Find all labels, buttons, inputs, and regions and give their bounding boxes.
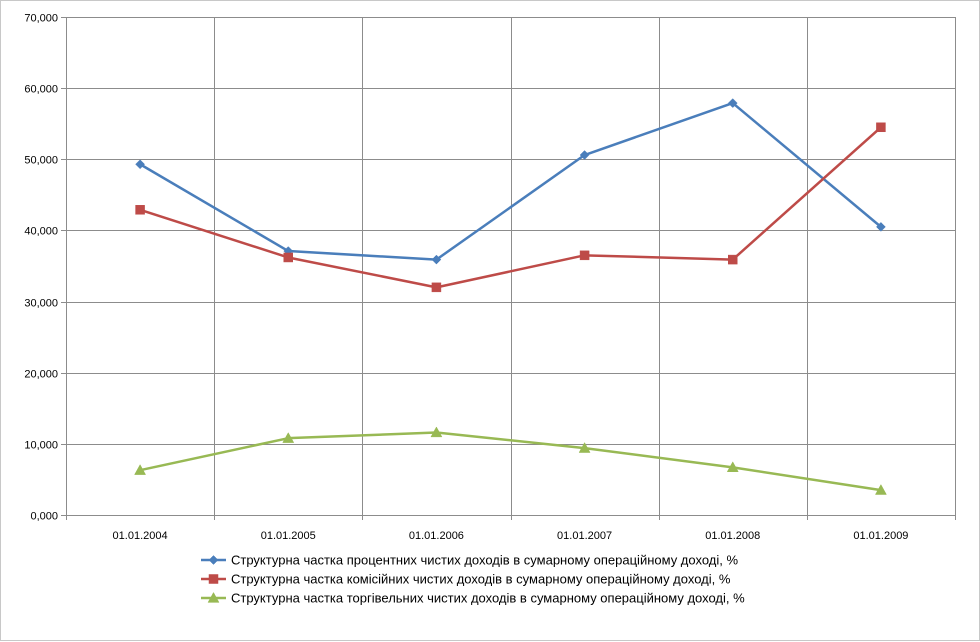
y-tick-label: 40,000 [24, 226, 58, 238]
data-point-3 [430, 426, 443, 438]
x-tick-label: 01.01.2008 [705, 530, 760, 542]
y-tick-label: 10,000 [24, 440, 58, 452]
x-tick-label: 01.01.2005 [261, 530, 316, 542]
data-point-2 [876, 122, 886, 133]
series-line-3 [139, 431, 882, 492]
y-tick-label: 0,000 [30, 511, 58, 523]
x-tick-label: 01.01.2004 [113, 530, 168, 542]
data-point-1 [579, 150, 590, 160]
legend-label-1: Структурна частка процентних чистих дохо… [231, 553, 738, 568]
data-point-2 [579, 250, 590, 261]
data-point-2 [728, 254, 738, 265]
y-tick-label: 50,000 [24, 155, 58, 167]
legend-label-2: Структурна частка комісійних чистих дохо… [231, 572, 731, 587]
x-tick-label: 01.01.2006 [409, 530, 464, 542]
data-point-2 [135, 205, 145, 215]
data-point-2 [283, 252, 293, 263]
data-point-3 [874, 484, 887, 495]
data-point-3 [726, 461, 739, 472]
data-point-3 [282, 432, 295, 443]
data-point-1 [727, 98, 738, 108]
data-point-3 [134, 464, 147, 475]
legend-label-3: Структурна частка торгівельних чистих до… [231, 591, 745, 606]
y-tick-label: 70,000 [24, 13, 58, 25]
y-tick-label: 30,000 [24, 298, 58, 310]
y-tick-label: 20,000 [24, 369, 58, 381]
legend-marker-3 [207, 591, 220, 603]
y-tick-label: 60,000 [24, 84, 58, 96]
data-point-1 [135, 159, 145, 170]
data-point-1 [876, 222, 886, 232]
series-line-1 [139, 101, 882, 261]
x-tick-label: 01.01.2007 [557, 530, 612, 542]
legend-marker-2 [208, 574, 219, 584]
x-tick-label: 01.01.2009 [853, 530, 908, 542]
data-point-1 [431, 254, 442, 265]
legend-marker-1 [208, 555, 219, 565]
data-point-3 [578, 442, 591, 453]
series-line-2 [139, 126, 882, 289]
data-point-2 [431, 282, 442, 293]
